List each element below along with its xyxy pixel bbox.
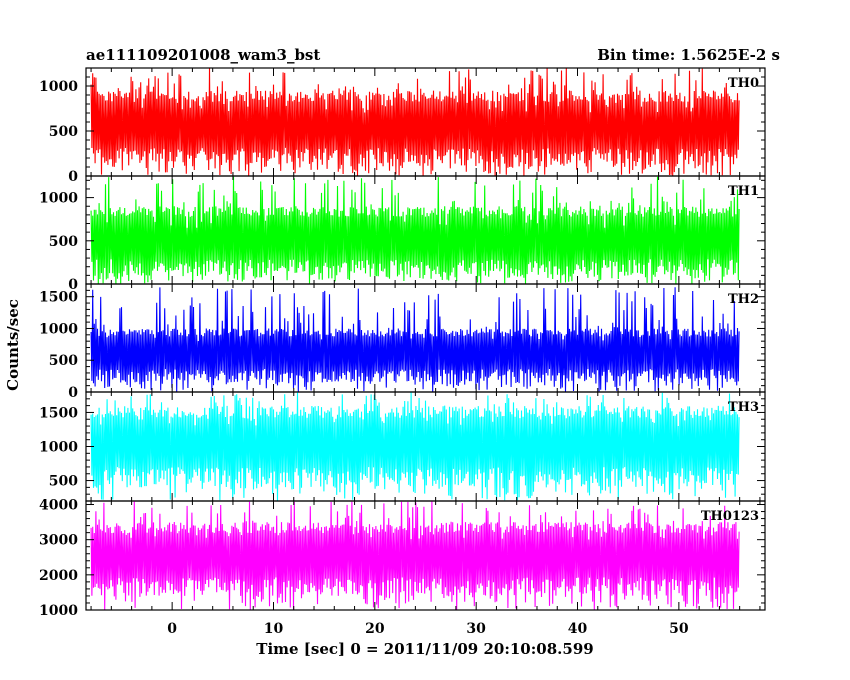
- series-th0123: [90, 501, 740, 610]
- chart-title-left: ae111109201008_wam3_bst: [86, 46, 320, 64]
- panel-th0123: 1000 2000 3000 4000 TH0123: [39, 498, 766, 619]
- chart-title-right: Bin time: 1.5625E-2 s: [597, 46, 780, 64]
- x-axis-label: Time [sec] 0 = 2011/11/09 20:10:08.599: [256, 640, 593, 658]
- x-tick-labels: 0 10 20 30 40 50: [167, 621, 689, 637]
- y-tick-label: 4000: [39, 498, 78, 514]
- y-tick-label: 500: [49, 474, 78, 490]
- x-tick-label: 30: [466, 621, 486, 637]
- y-tick-label: 0: [68, 169, 78, 185]
- x-tick-label: 0: [167, 621, 177, 637]
- x-tick-label: 20: [365, 621, 385, 637]
- panel-th0: 0 500 1000 TH0: [39, 67, 766, 185]
- series-th1: [90, 176, 740, 284]
- series-th3: [90, 392, 740, 501]
- y-tick-label: 2000: [39, 568, 78, 584]
- y-tick-label: 1500: [39, 405, 78, 421]
- y-tick-label: 0: [68, 385, 78, 401]
- series-th2: [90, 287, 740, 392]
- y-tick-label: 500: [49, 353, 78, 369]
- y-tick-label: 1000: [39, 440, 78, 456]
- y-tick-label: 0: [68, 277, 78, 293]
- panel-label-th0123: TH0123: [701, 509, 759, 524]
- x-tick-label: 50: [669, 621, 689, 637]
- series-th0: [90, 68, 740, 176]
- y-axis-label: Counts/sec: [4, 299, 22, 391]
- x-tick-label: 40: [568, 621, 588, 637]
- y-tick-label: 1500: [39, 290, 78, 306]
- y-tick-label: 1000: [39, 321, 78, 337]
- panel-label-th3: TH3: [728, 400, 759, 415]
- y-tick-label: 1000: [39, 191, 78, 207]
- panel-label-th0: TH0: [728, 76, 759, 91]
- panel-label-th1: TH1: [728, 184, 759, 199]
- y-tick-label: 3000: [39, 533, 78, 549]
- y-tick-label: 1000: [39, 79, 78, 95]
- y-tick-label: 500: [49, 124, 78, 140]
- x-tick-label: 10: [264, 621, 284, 637]
- y-tick-label: 1000: [39, 603, 78, 619]
- panel-th1: 0 500 1000 TH1: [39, 175, 766, 293]
- y-tick-label: 500: [49, 234, 78, 250]
- panel-label-th2: TH2: [728, 292, 759, 307]
- panels: 0 500 1000 TH0 0 500 1000 TH1 0 500 1000 1500 TH2 500…: [39, 67, 766, 619]
- panel-th2: 0 500 1000 1500 TH2: [39, 283, 766, 401]
- panel-frame: [85, 500, 766, 611]
- panel-th3: 500 1000 1500 TH3: [39, 391, 766, 502]
